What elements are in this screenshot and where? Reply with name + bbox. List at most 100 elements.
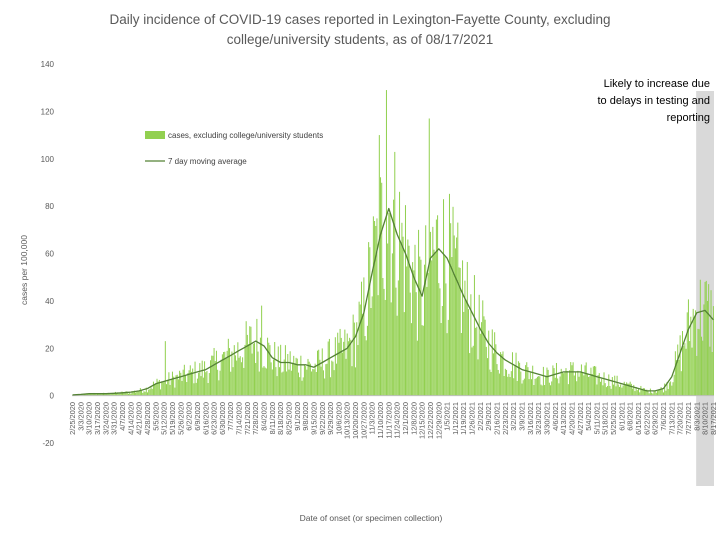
bar <box>653 391 655 396</box>
bar <box>225 358 227 396</box>
bar <box>207 383 209 396</box>
bar <box>693 318 695 396</box>
bar <box>363 277 365 396</box>
bar <box>248 344 250 396</box>
bar <box>85 394 87 396</box>
bar <box>127 393 129 396</box>
bar <box>377 295 379 396</box>
bar <box>508 373 510 396</box>
bar <box>217 369 219 396</box>
bar <box>257 351 259 396</box>
bar <box>677 344 679 396</box>
bar <box>338 342 340 396</box>
bar <box>604 383 606 396</box>
bar <box>416 340 418 396</box>
bar <box>314 363 316 396</box>
x-tick-label: 10/27/2020 <box>359 402 368 439</box>
bar <box>148 389 150 396</box>
bar <box>307 358 309 396</box>
x-tick-label: 8/10/2021 <box>701 402 710 435</box>
bar <box>446 333 448 396</box>
bar <box>478 294 480 396</box>
bar <box>131 391 133 396</box>
bar <box>545 375 547 396</box>
bar <box>630 383 632 396</box>
x-tick-label: 7/27/2021 <box>684 402 693 435</box>
x-tick-label: 3/9/2021 <box>518 402 527 431</box>
annotation-line-1: Likely to increase due <box>604 78 710 90</box>
bar <box>569 370 571 396</box>
bar <box>210 360 212 396</box>
bar <box>190 371 192 396</box>
bar <box>687 299 689 396</box>
chart-title-line-1: Daily incidence of COVID-19 cases report… <box>109 12 610 27</box>
bar <box>382 277 384 396</box>
bar <box>610 388 612 396</box>
bar <box>697 328 699 396</box>
bar <box>315 371 317 396</box>
bar <box>143 391 145 396</box>
x-tick-label: 6/9/2020 <box>193 402 202 431</box>
bar <box>175 375 177 396</box>
bar <box>189 365 191 396</box>
bar <box>617 384 619 396</box>
bar <box>473 275 475 396</box>
bar <box>501 354 503 396</box>
bar <box>602 385 604 396</box>
x-tick-label: 4/20/2021 <box>567 402 576 435</box>
bar <box>219 370 221 396</box>
bar-series <box>72 90 714 396</box>
bar <box>242 357 244 396</box>
bar <box>99 394 101 396</box>
bar <box>686 312 688 396</box>
bar <box>270 362 272 396</box>
bar <box>188 370 190 396</box>
bar <box>647 390 649 396</box>
bar <box>325 364 327 396</box>
bar <box>420 259 422 396</box>
x-tick-label: 3/23/2021 <box>534 402 543 435</box>
bar <box>221 354 223 396</box>
bar <box>332 361 334 396</box>
bar <box>657 390 659 396</box>
bar <box>318 349 320 396</box>
bar <box>132 392 134 396</box>
bar <box>163 381 165 396</box>
x-tick-label: 8/11/2020 <box>268 402 277 434</box>
bar <box>157 381 159 396</box>
bar <box>378 135 380 396</box>
bar <box>503 375 505 396</box>
bar <box>195 382 197 396</box>
bar <box>689 341 691 396</box>
bar <box>488 330 490 396</box>
bar <box>376 218 378 396</box>
bar <box>112 393 114 396</box>
bar <box>522 380 524 396</box>
bar <box>445 283 447 396</box>
bar <box>616 375 618 396</box>
bar <box>469 353 471 396</box>
bar <box>231 351 233 396</box>
bar <box>483 316 485 396</box>
bar <box>223 352 225 396</box>
bar <box>424 264 426 396</box>
bar <box>570 362 572 396</box>
x-tick-label: 5/5/2020 <box>151 402 160 431</box>
bar <box>201 360 203 396</box>
bar <box>615 386 617 396</box>
bar <box>698 329 700 396</box>
bar <box>544 385 546 396</box>
bar <box>224 351 226 396</box>
bar <box>511 352 513 396</box>
bar <box>399 191 401 396</box>
bar <box>712 306 714 396</box>
x-tick-label: 5/12/2020 <box>160 402 169 435</box>
bar <box>101 394 103 396</box>
bar <box>683 345 685 396</box>
bar <box>447 319 449 396</box>
bar <box>370 307 372 396</box>
bar <box>350 339 352 396</box>
bar <box>546 367 548 396</box>
bar <box>117 392 119 396</box>
bar <box>211 355 213 396</box>
